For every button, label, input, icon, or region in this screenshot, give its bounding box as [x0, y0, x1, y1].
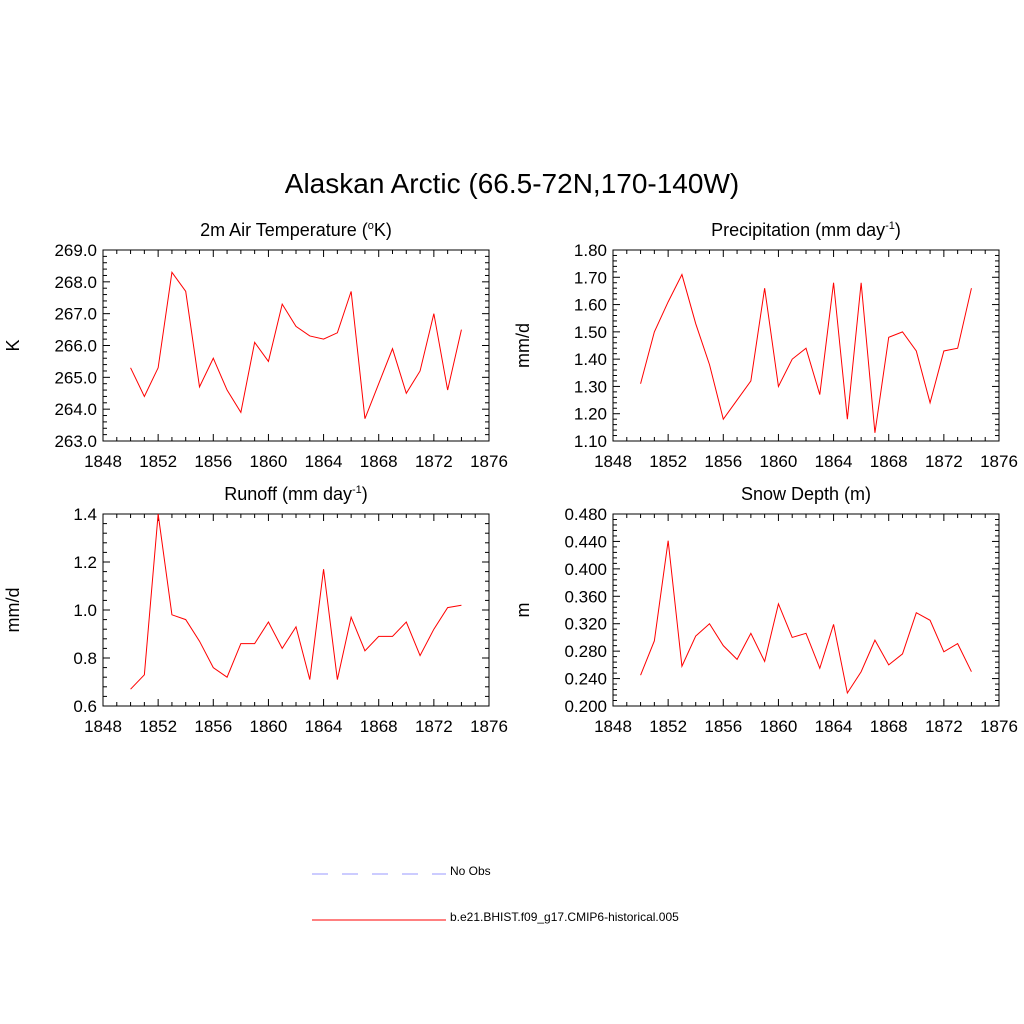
panel-2-x-tick-label: 1872: [925, 452, 963, 471]
panel-4-x-tick-label: 1848: [594, 717, 632, 736]
panel-1-y-tick-label: 267.0: [54, 305, 97, 324]
panel-3-frame: [102, 513, 490, 707]
panel-4-x-tick-label: 1868: [870, 717, 908, 736]
panel-1-title: 2m Air Temperature (oK): [200, 220, 392, 240]
panel-4-y-tick-label: 0.400: [564, 560, 607, 579]
panel-1-y-tick-label: 263.0: [54, 432, 97, 451]
panel-2-x-tick-label: 1860: [760, 452, 798, 471]
panel-2-title: Precipitation (mm day-1): [711, 220, 901, 240]
panel-4-x-tick-label: 1864: [815, 717, 853, 736]
panel-1-y-tick-label: 268.0: [54, 273, 97, 292]
panel-1-x-tick-label: 1876: [470, 452, 508, 471]
panel-3-y-tick-label: 1.0: [73, 601, 97, 620]
panel-1-y-tick-label: 269.0: [54, 241, 97, 260]
panel-2-x-tick-label: 1848: [594, 452, 632, 471]
panel-3-y-tick-label: 0.6: [73, 697, 97, 716]
legend-label: No Obs: [450, 864, 491, 878]
panel-1-x-tick-label: 1856: [194, 452, 232, 471]
panel-2-x-tick-label: 1876: [980, 452, 1018, 471]
panel-3-x-tick-label: 1856: [194, 717, 232, 736]
panel-3-x-tick-label: 1864: [305, 717, 343, 736]
panel-4-y-tick-label: 0.200: [564, 697, 607, 716]
panel-2-y-tick-label: 1.80: [574, 241, 607, 260]
panel-3-y-tick-label: 1.2: [73, 553, 97, 572]
panel-1-y-tick-label: 265.0: [54, 368, 97, 387]
panel-3-y-axis-label: mm/d: [3, 588, 23, 633]
panel-2-y-tick-label: 1.50: [574, 323, 607, 342]
panel-2-x-tick-label: 1864: [815, 452, 853, 471]
panel-2-series-line-1: [640, 273, 972, 433]
panel-4-frame: [612, 513, 1000, 707]
panel-2-y-tick-label: 1.70: [574, 268, 607, 287]
panel-4-x-tick-label: 1860: [760, 717, 798, 736]
panel-1-y-tick-label: 264.0: [54, 400, 97, 419]
panel-3-x-tick-label: 1868: [360, 717, 398, 736]
panel-1-x-tick-label: 1864: [305, 452, 343, 471]
panel-2-y-tick-label: 1.40: [574, 350, 607, 369]
panel-3-x-tick-label: 1876: [470, 717, 508, 736]
panel-1-x-tick-label: 1860: [250, 452, 288, 471]
panel-3-x-tick-label: 1852: [139, 717, 177, 736]
panel-4-x-tick-label: 1852: [649, 717, 687, 736]
panel-1-x-tick-label: 1848: [84, 452, 122, 471]
legend-label: b.e21.BHIST.f09_g17.CMIP6-historical.005: [450, 910, 679, 924]
panel-1-x-tick-label: 1872: [415, 452, 453, 471]
panel-1-x-tick-label: 1868: [360, 452, 398, 471]
panel-2-y-tick-label: 1.10: [574, 432, 607, 451]
panel-4-title: Snow Depth (m): [741, 484, 871, 504]
panel-2-x-tick-label: 1852: [649, 452, 687, 471]
panel-4-x-tick-label: 1876: [980, 717, 1018, 736]
panel-4-y-tick-label: 0.320: [564, 615, 607, 634]
panel-4-x-tick-label: 1856: [704, 717, 742, 736]
panel-4-series-line-1: [640, 540, 972, 695]
panel-4-y-tick-label: 0.440: [564, 532, 607, 551]
panel-2-frame: [612, 249, 1000, 442]
panel-4-y-tick-label: 0.240: [564, 670, 607, 689]
legend-line-solid: [312, 919, 446, 921]
panel-3-x-tick-label: 1872: [415, 717, 453, 736]
panel-2-y-tick-label: 1.20: [574, 405, 607, 424]
panel-2-y-tick-label: 1.60: [574, 296, 607, 315]
panel-4-y-axis-label: m: [513, 603, 533, 618]
panel-3-title: Runoff (mm day-1): [224, 484, 368, 504]
panel-4-y-tick-label: 0.280: [564, 642, 607, 661]
panel-2-y-axis-label: mm/d: [513, 323, 533, 368]
panel-1-x-tick-label: 1852: [139, 452, 177, 471]
figure-title: Alaskan Arctic (66.5-72N,170-140W): [284, 168, 740, 199]
panel-1-series-line-1: [130, 270, 462, 419]
panel-3-x-tick-label: 1848: [84, 717, 122, 736]
panel-1-y-tick-label: 266.0: [54, 337, 97, 356]
panel-3-series-line-1: [130, 513, 462, 690]
panel-4-x-tick-label: 1872: [925, 717, 963, 736]
panel-2-y-tick-label: 1.30: [574, 377, 607, 396]
panel-4-y-tick-label: 0.360: [564, 587, 607, 606]
panel-1-y-axis-label: K: [3, 339, 23, 351]
legend-line-dashed: [312, 873, 446, 875]
panel-2-x-tick-label: 1868: [870, 452, 908, 471]
panel-3-y-tick-label: 1.4: [73, 505, 97, 524]
panel-3-x-tick-label: 1860: [250, 717, 288, 736]
panel-3-y-tick-label: 0.8: [73, 649, 97, 668]
panel-4-y-tick-label: 0.480: [564, 505, 607, 524]
panel-2-x-tick-label: 1856: [704, 452, 742, 471]
